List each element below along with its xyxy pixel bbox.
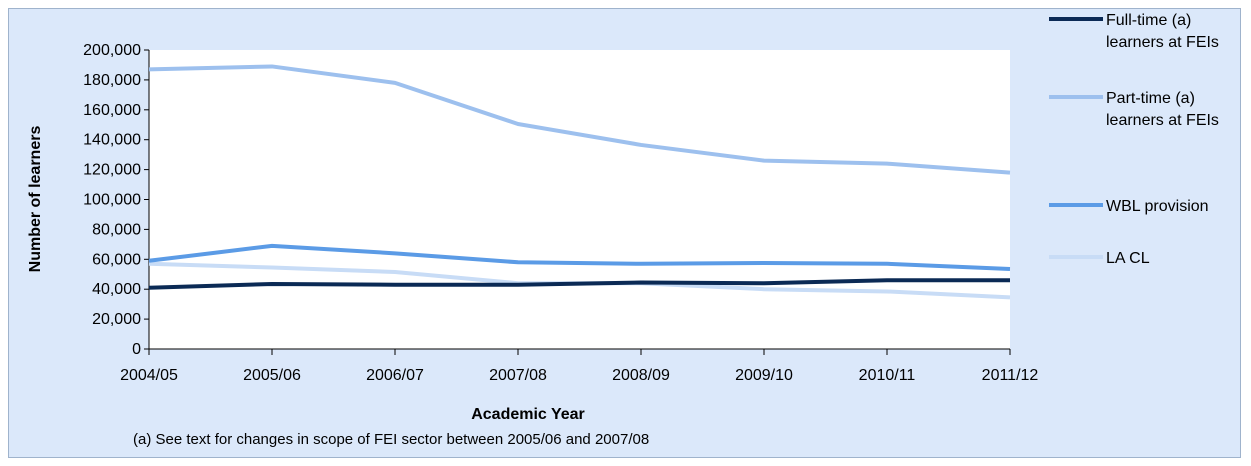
series-line-3: [148, 243, 1011, 272]
y-tick-label: 80,000: [92, 221, 141, 238]
x-tick-label: 2009/10: [735, 367, 793, 384]
legend-label: learners at FEIs: [1106, 112, 1219, 129]
legend-label: learners at FEIs: [1106, 34, 1219, 51]
axes: [144, 49, 1011, 355]
y-tick-label: 160,000: [83, 102, 141, 119]
y-tick-label: 100,000: [83, 192, 141, 209]
y-tick-label: 60,000: [92, 251, 141, 268]
y-tick-label: 40,000: [92, 281, 141, 298]
x-tick-label: 2006/07: [366, 367, 424, 384]
series-line-2: [148, 64, 1011, 175]
legend-label: WBL provision: [1106, 198, 1209, 215]
line-chart: 0 20,000 40,000 60,000 80,000 100,000 120,000 1…: [27, 12, 1219, 448]
plot-area: [149, 50, 1010, 349]
y-tick-label: 0: [132, 341, 141, 358]
series-lines: [148, 64, 1011, 300]
x-axis-title: Academic Year: [471, 406, 585, 423]
x-tick-label: 2007/08: [489, 367, 547, 384]
y-axis-title: Number of learners: [27, 126, 44, 273]
y-tick-label: 200,000: [83, 42, 141, 59]
legend-label: Full-time (a): [1106, 12, 1191, 29]
y-tick-labels: 0 20,000 40,000 60,000 80,000 100,000 120,000 1…: [83, 42, 141, 358]
x-tick-label: 2011/12: [982, 367, 1039, 384]
y-tick-label: 120,000: [83, 162, 141, 179]
x-tick-label: 2010/11: [859, 367, 916, 384]
y-tick-label: 140,000: [83, 132, 141, 149]
footnote: (a) See text for changes in scope of FEI…: [133, 431, 649, 448]
x-tick-label: 2005/06: [243, 367, 301, 384]
x-tick-labels: 2004/05 2005/06 2006/07 2007/08 2008/09 2009/…: [120, 367, 1038, 384]
y-tick-label: 20,000: [92, 311, 141, 328]
legend-label: Part-time (a): [1106, 90, 1195, 107]
x-tick-label: 2004/05: [120, 367, 178, 384]
chart-frame: 0 20,000 40,000 60,000 80,000 100,000 120,000 1…: [8, 8, 1241, 458]
series-line-1: [148, 278, 1010, 290]
legend-label: LA CL: [1106, 250, 1150, 267]
legend: Full-time (a) learners at FEIs Part-time (…: [1049, 12, 1219, 267]
y-tick-label: 180,000: [83, 72, 141, 89]
x-tick-label: 2008/09: [612, 367, 670, 384]
